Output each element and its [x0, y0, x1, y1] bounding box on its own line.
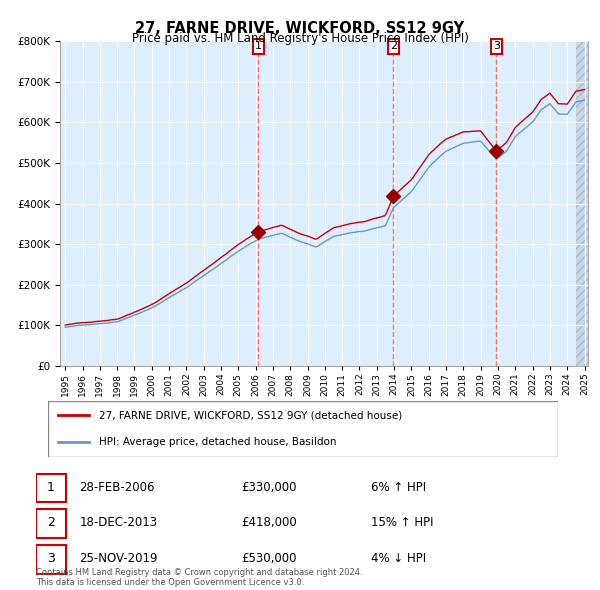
Bar: [576, 41, 588, 366]
Text: 18-DEC-2013: 18-DEC-2013: [79, 516, 157, 529]
Text: 1: 1: [47, 481, 55, 494]
Text: 2: 2: [390, 41, 397, 51]
Text: 25-NOV-2019: 25-NOV-2019: [79, 552, 158, 565]
Text: 15% ↑ HPI: 15% ↑ HPI: [371, 516, 433, 529]
Text: 4% ↓ HPI: 4% ↓ HPI: [371, 552, 426, 565]
Text: 27, FARNE DRIVE, WICKFORD, SS12 9GY: 27, FARNE DRIVE, WICKFORD, SS12 9GY: [136, 21, 464, 35]
FancyBboxPatch shape: [36, 545, 66, 573]
Text: £418,000: £418,000: [241, 516, 297, 529]
Text: Contains HM Land Registry data © Crown copyright and database right 2024.
This d: Contains HM Land Registry data © Crown c…: [36, 568, 362, 587]
Text: 6% ↑ HPI: 6% ↑ HPI: [371, 481, 426, 494]
FancyBboxPatch shape: [48, 401, 558, 457]
Text: 3: 3: [493, 41, 500, 51]
Text: £330,000: £330,000: [241, 481, 296, 494]
Bar: [576, 41, 590, 366]
Text: 1: 1: [255, 41, 262, 51]
Text: 27, FARNE DRIVE, WICKFORD, SS12 9GY (detached house): 27, FARNE DRIVE, WICKFORD, SS12 9GY (det…: [99, 410, 402, 420]
Text: 28-FEB-2006: 28-FEB-2006: [79, 481, 155, 494]
Text: HPI: Average price, detached house, Basildon: HPI: Average price, detached house, Basi…: [99, 437, 337, 447]
Text: 2: 2: [47, 516, 55, 529]
FancyBboxPatch shape: [36, 474, 66, 502]
Text: Price paid vs. HM Land Registry's House Price Index (HPI): Price paid vs. HM Land Registry's House …: [131, 32, 469, 45]
Text: £530,000: £530,000: [241, 552, 296, 565]
FancyBboxPatch shape: [36, 509, 66, 538]
Text: 3: 3: [47, 552, 55, 565]
